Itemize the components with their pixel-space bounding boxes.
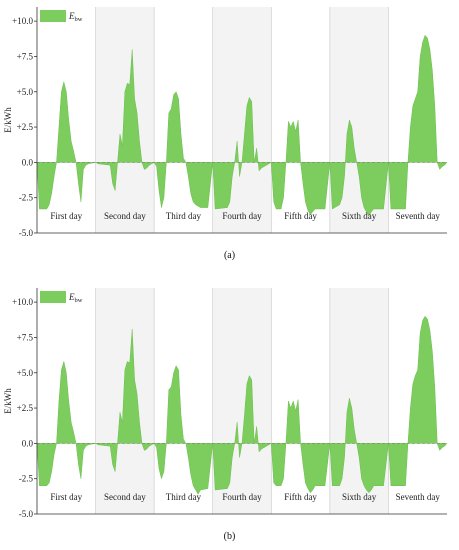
y-tick-label: +10.0 bbox=[12, 16, 33, 26]
y-tick-label: -5.0 bbox=[19, 509, 34, 519]
day-label-4: Fourth day bbox=[222, 211, 262, 221]
legend-swatch bbox=[40, 291, 66, 303]
y-tick-label: +7.5 bbox=[17, 332, 34, 342]
legend-swatch bbox=[40, 10, 66, 22]
y-tick-label: 0.0 bbox=[22, 438, 34, 448]
day-label-1: First day bbox=[50, 492, 82, 502]
legend-label: Ebw bbox=[68, 11, 83, 23]
day-label-1: First day bbox=[50, 211, 82, 221]
legend-subscript: bw bbox=[75, 16, 83, 23]
y-tick-label: +10.0 bbox=[12, 297, 33, 307]
day-label-5: Fifth day bbox=[284, 211, 317, 221]
y-tick-label: +5.0 bbox=[17, 87, 34, 97]
day-label-6: Sixth day bbox=[342, 492, 377, 502]
day-label-3: Third day bbox=[166, 492, 202, 502]
day-label-7: Seventh day bbox=[396, 492, 441, 502]
chart-panel-1: -5.0 -2.5 0.0 +2.5 +5.0 +7.5 +10.0 E/kWh First d… bbox=[3, 7, 448, 261]
y-tick-label: +2.5 bbox=[17, 403, 34, 413]
day-label-4: Fourth day bbox=[222, 492, 262, 502]
chart-panel-2: -5.0 -2.5 0.0 +2.5 +5.0 +7.5 +10.0 E/kWh First d… bbox=[3, 288, 448, 542]
y-tick-label: +7.5 bbox=[17, 51, 34, 61]
panel-caption: (a) bbox=[224, 250, 235, 261]
day-label-3: Third day bbox=[166, 211, 202, 221]
y-axis-label: E/kWh bbox=[3, 107, 13, 133]
y-tick-label: 0.0 bbox=[22, 157, 34, 167]
series-area-ebw bbox=[36, 34, 448, 217]
day-label-2: Second day bbox=[104, 211, 146, 221]
legend-label: Ebw bbox=[68, 292, 83, 304]
day-label-5: Fifth day bbox=[284, 492, 317, 502]
y-tick-label: +5.0 bbox=[17, 368, 34, 378]
y-tick-label: -5.0 bbox=[19, 228, 34, 238]
day-label-6: Sixth day bbox=[342, 211, 377, 221]
day-label-7: Seventh day bbox=[396, 211, 441, 221]
legend-subscript: bw bbox=[75, 297, 83, 304]
day-label-2: Second day bbox=[104, 492, 146, 502]
y-tick-label: -2.5 bbox=[19, 474, 34, 484]
y-axis-label: E/kWh bbox=[3, 388, 13, 414]
panel-caption: (b) bbox=[224, 531, 236, 542]
y-tick-label: +2.5 bbox=[17, 122, 34, 132]
series-area-ebw bbox=[36, 315, 448, 495]
y-tick-label: -2.5 bbox=[19, 193, 34, 203]
